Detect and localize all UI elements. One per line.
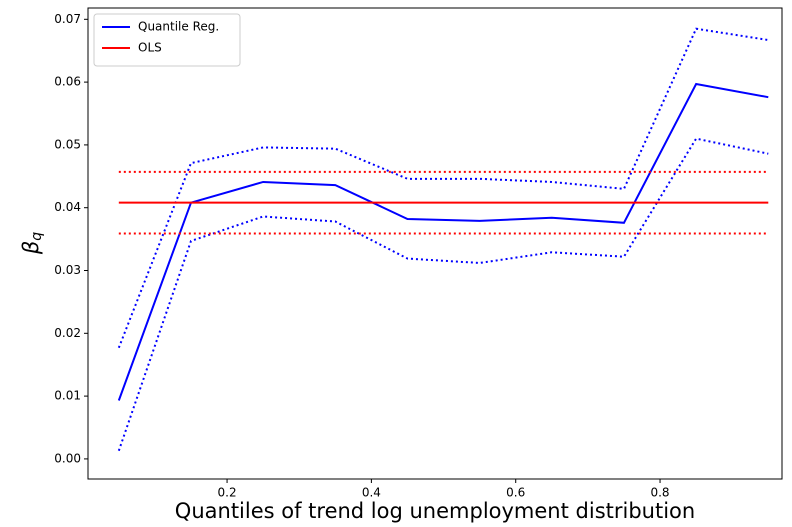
y-tick-label: 0.02 (54, 326, 81, 340)
y-axis-label: βq (19, 232, 45, 255)
y-tick-label: 0.05 (54, 137, 81, 151)
y-tick-label: 0.00 (54, 451, 81, 465)
y-label-main: β (19, 241, 43, 255)
x-tick-label: 0.2 (218, 486, 237, 500)
y-label-sub: q (29, 232, 45, 241)
series-line (117, 27, 769, 349)
x-axis-label: Quantiles of trend log unemployment dist… (175, 499, 695, 523)
plot-frame (87, 7, 783, 480)
x-tick-label: 0.8 (650, 486, 669, 500)
series-line (117, 82, 769, 401)
x-tick-label: 0.6 (506, 486, 525, 500)
legend-label: OLS (138, 41, 162, 55)
series-line (117, 137, 769, 452)
y-tick-label: 0.06 (54, 75, 81, 89)
x-tick-label: 0.4 (362, 486, 381, 500)
y-tick-label: 0.03 (54, 263, 81, 277)
legend-box (93, 13, 241, 67)
y-tick-label: 0.04 (54, 200, 81, 214)
y-tick-label: 0.01 (54, 389, 81, 403)
y-tick-label: 0.07 (54, 12, 81, 26)
legend-label: Quantile Reg. (138, 20, 219, 34)
